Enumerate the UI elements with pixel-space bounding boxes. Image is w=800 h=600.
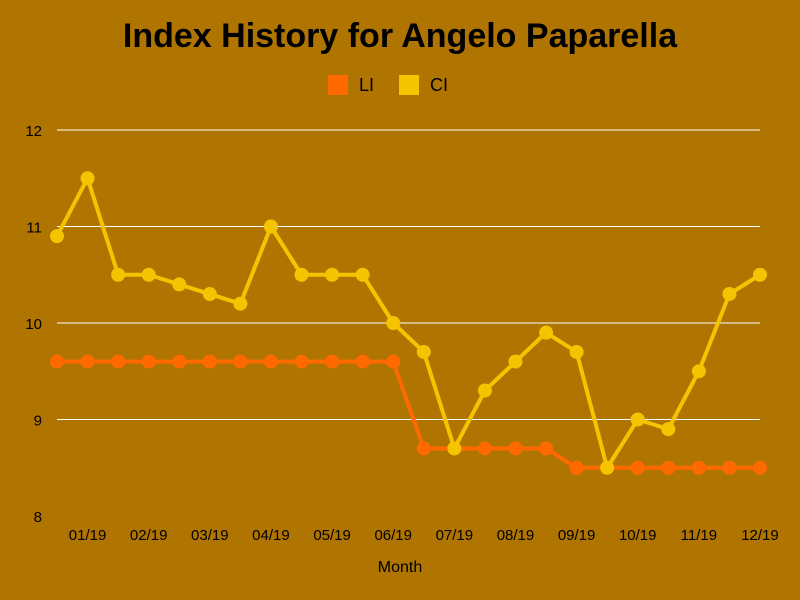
legend-swatch-li [328, 75, 348, 95]
x-tick-label: 11/19 [681, 527, 717, 544]
data-point-ci [569, 344, 584, 359]
data-point-li [539, 441, 554, 456]
data-point-ci [294, 267, 309, 282]
data-point-ci [233, 296, 248, 311]
data-point-ci [202, 287, 217, 302]
series-ci [50, 171, 767, 475]
grid [57, 129, 760, 420]
data-point-li [416, 441, 431, 456]
data-point-li [111, 354, 126, 369]
series-li [50, 354, 767, 475]
data-point-ci [722, 287, 737, 302]
data-point-ci [508, 354, 523, 369]
data-point-li [263, 354, 278, 369]
data-point-ci [477, 383, 492, 398]
data-point-li [50, 354, 64, 369]
data-point-li [172, 354, 187, 369]
data-point-li [753, 460, 767, 475]
data-point-ci [416, 344, 431, 359]
data-point-ci [263, 219, 278, 234]
data-point-li [355, 354, 370, 369]
data-point-li [386, 354, 401, 369]
data-point-li [722, 460, 737, 475]
x-tick-label: 09/19 [558, 527, 596, 544]
x-tick-label: 07/19 [436, 527, 474, 544]
x-tick-label: 04/19 [252, 527, 290, 544]
data-point-ci [172, 277, 187, 292]
data-point-ci [386, 316, 401, 330]
x-tick-label: 01/19 [69, 527, 107, 544]
data-point-ci [355, 267, 370, 282]
x-tick-label: 03/19 [191, 527, 229, 544]
x-tick-label: 10/19 [619, 527, 657, 544]
data-point-li [325, 354, 340, 369]
x-tick-label: 05/19 [313, 527, 351, 544]
data-point-ci [753, 267, 767, 282]
y-tick-label: 11 [26, 220, 42, 237]
data-point-ci [141, 267, 156, 282]
data-point-ci [691, 364, 706, 379]
y-tick-label: 9 [34, 413, 42, 430]
y-axis-ticks: 8 9 10 11 12 [25, 123, 42, 526]
legend-swatch-ci [399, 75, 419, 95]
data-point-ci [600, 460, 615, 475]
data-point-ci [111, 267, 126, 282]
data-point-li [569, 460, 584, 475]
chart-title: Index History for Angelo Paparella [123, 17, 678, 55]
series-line-li [57, 359, 760, 470]
x-axis-ticks: 01/19 02/19 03/19 04/19 05/19 06/19 07/19 08/19… [69, 527, 779, 544]
x-tick-label: 06/19 [374, 527, 412, 544]
data-point-li [661, 460, 676, 475]
data-point-li [294, 354, 309, 369]
data-point-ci [661, 422, 676, 437]
data-point-li [141, 354, 156, 369]
y-tick-label: 8 [34, 509, 42, 526]
data-point-ci [630, 412, 645, 427]
x-tick-label: 02/19 [130, 527, 168, 544]
data-point-li [80, 354, 95, 369]
y-tick-label: 10 [25, 316, 42, 333]
data-point-li [477, 441, 492, 456]
data-point-li [202, 354, 217, 369]
data-point-li [508, 441, 523, 456]
y-tick-label: 12 [25, 123, 42, 140]
data-point-li [630, 460, 645, 475]
legend: LI CI [328, 75, 448, 95]
x-tick-label: 08/19 [497, 527, 535, 544]
data-point-ci [325, 267, 340, 282]
data-point-ci [539, 325, 554, 340]
legend-label-ci: CI [430, 75, 448, 95]
data-point-ci [447, 441, 462, 456]
x-axis-label: Month [378, 559, 422, 576]
data-point-ci [80, 171, 95, 186]
legend-label-li: LI [359, 75, 374, 95]
x-tick-label: 12/19 [741, 527, 779, 544]
data-point-li [691, 460, 706, 475]
data-point-li [233, 354, 248, 369]
series [50, 171, 767, 475]
data-point-ci [50, 229, 64, 244]
